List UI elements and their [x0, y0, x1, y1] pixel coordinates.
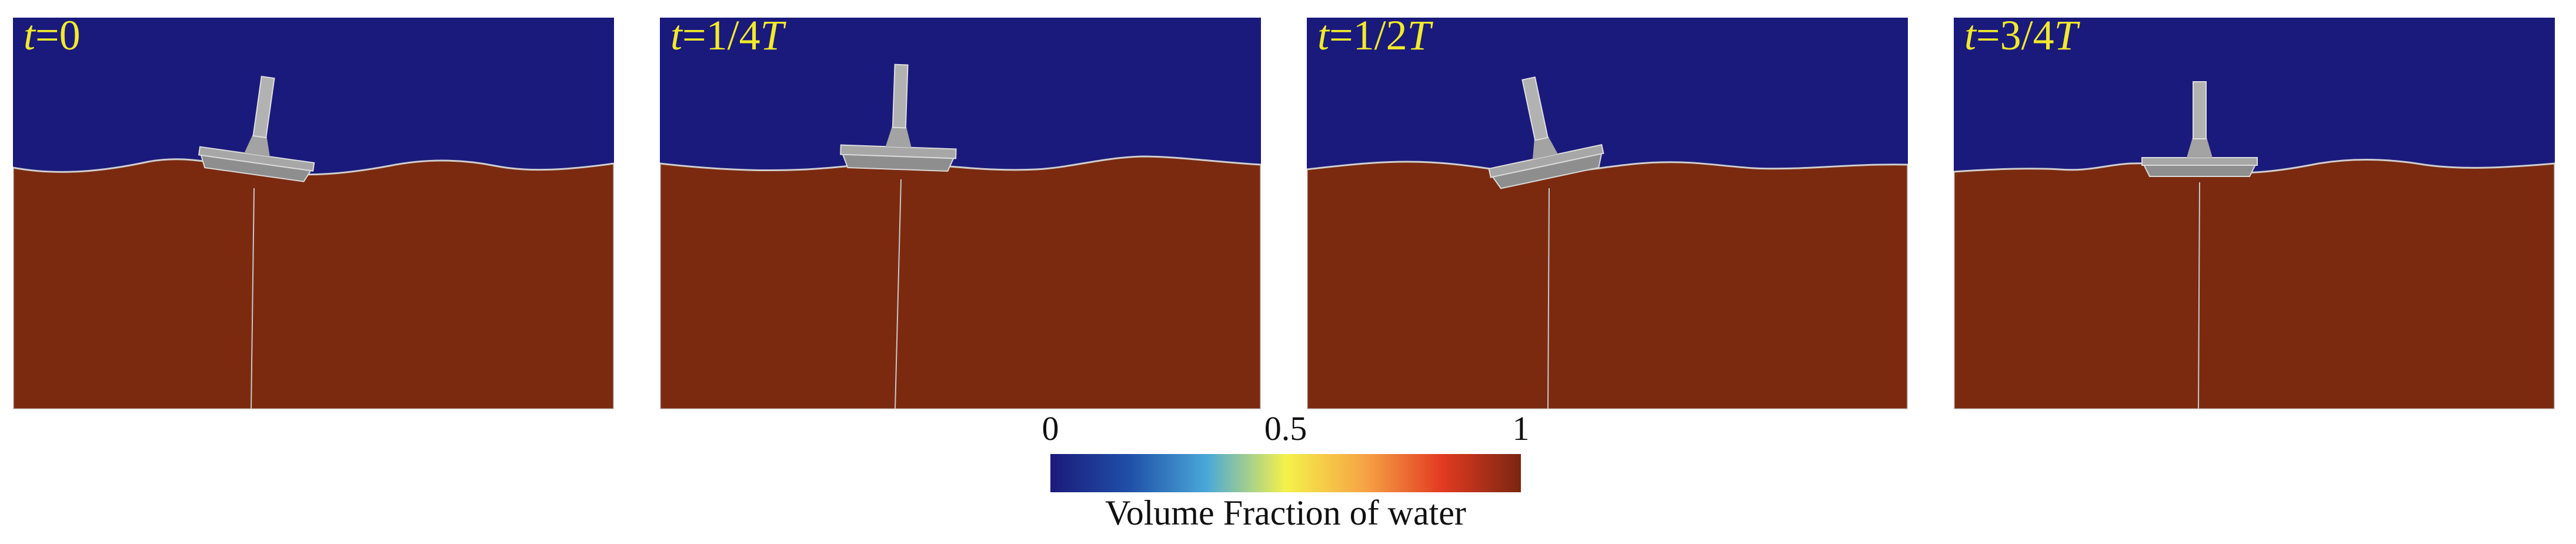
colorbar-tick-min: 0 [1042, 409, 1059, 448]
colorbar: 0 0.5 1 Volume Fraction of water [1042, 409, 1530, 544]
simulation-view [13, 18, 614, 409]
colorbar-label: Volume Fraction of water [1105, 493, 1466, 532]
simulation-view [1954, 18, 2555, 409]
time-label: t=1/2T [1317, 18, 1431, 59]
snapshot-panel-t-half: t=1/2T [1307, 18, 1908, 409]
time-label: t=0 [24, 18, 81, 59]
colorbar-tick-max: 1 [1512, 409, 1530, 448]
time-label: t=1/4T [670, 18, 784, 59]
snapshot-panel-t-three-quarter: t=3/4T [1954, 18, 2555, 409]
colorbar-gradient [1050, 454, 1521, 492]
colorbar-tick-mid: 0.5 [1264, 409, 1307, 448]
snapshot-panel-t0: t=0 [13, 18, 614, 409]
time-label: t=3/4T [1964, 18, 2078, 59]
simulation-view [1307, 18, 1908, 409]
simulation-view [660, 18, 1261, 409]
snapshot-panel-t-quarter: t=1/4T [660, 18, 1261, 409]
